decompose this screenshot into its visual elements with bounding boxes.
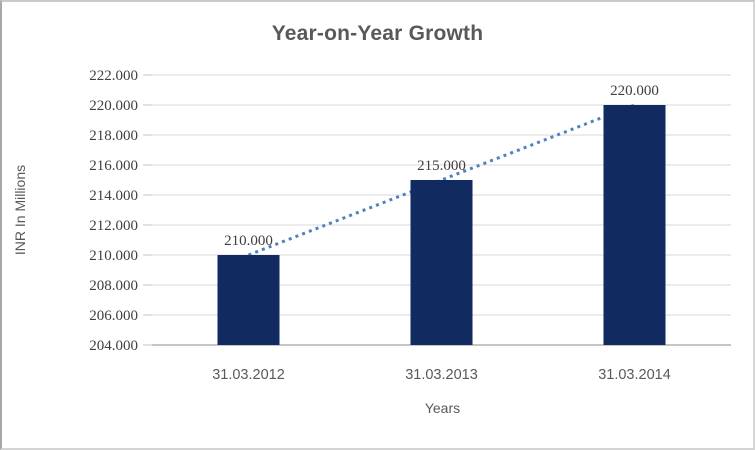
y-tick-label: 220.000 <box>89 98 138 114</box>
x-category-label: 31.03.2012 <box>212 367 285 383</box>
bar-31.03.2012 <box>217 255 280 345</box>
y-tick-label: 204.000 <box>89 338 138 354</box>
bar-data-label: 220.000 <box>610 83 659 99</box>
x-category-label: 31.03.2014 <box>598 367 671 383</box>
bar-data-label: 210.000 <box>224 233 273 249</box>
y-tick-label: 218.000 <box>89 128 138 144</box>
y-tick-label: 208.000 <box>89 278 138 294</box>
bar-31.03.2014 <box>603 105 666 345</box>
bar-31.03.2013 <box>410 180 473 345</box>
y-tick-label: 210.000 <box>89 248 138 264</box>
y-tick-label: 214.000 <box>89 188 138 204</box>
chart-title: Year-on-Year Growth <box>271 22 484 45</box>
bar-data-label: 215.000 <box>417 158 466 174</box>
y-tick-label: 206.000 <box>89 308 138 324</box>
y-tick-label: 212.000 <box>89 218 138 234</box>
x-category-label: 31.03.2013 <box>405 367 478 383</box>
y-tick-label: 222.000 <box>89 68 138 84</box>
y-tick-label: 216.000 <box>89 158 138 174</box>
x-axis-title: Years <box>424 400 461 416</box>
